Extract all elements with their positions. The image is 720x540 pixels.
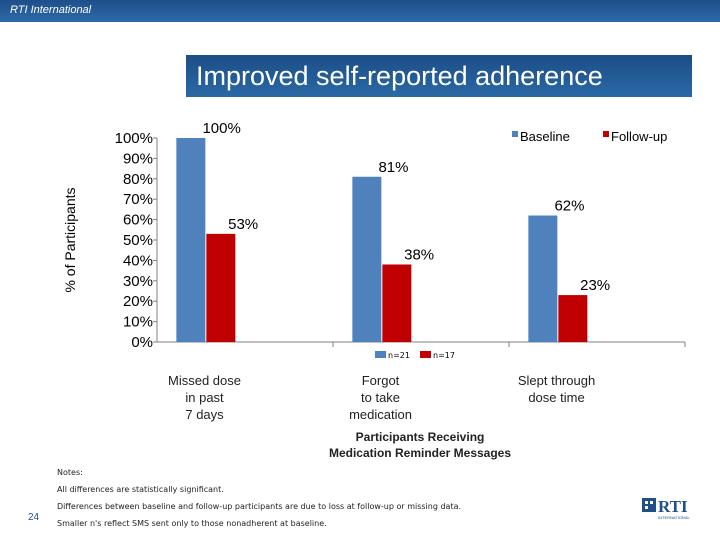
x-category-label: 7 days <box>185 407 224 422</box>
logo-mark <box>642 498 656 512</box>
x-category-label: medication <box>349 407 412 422</box>
y-tick-label: 80% <box>123 171 153 188</box>
notes-line: Differences between baseline and follow-… <box>57 502 462 511</box>
y-tick-label: 100% <box>115 130 153 147</box>
bar-chart: 0% 10% 20% 30% 40% 50% 60% 70% 80% 90% 100% % of Pa… <box>62 120 686 460</box>
organization-label: RTI International <box>10 4 92 16</box>
data-label: 100% <box>202 120 240 137</box>
notes-block: Notes: All differences are statistically… <box>57 464 617 532</box>
y-tick-label: 10% <box>123 314 153 331</box>
n-label: n=17 <box>433 351 455 360</box>
n-label: n=21 <box>388 351 410 360</box>
notes-line: Notes: <box>57 468 83 477</box>
x-category-label: Forgot <box>362 373 400 388</box>
top-banner: RTI International <box>0 0 720 22</box>
notes-line: All differences are statistically signif… <box>57 485 224 494</box>
y-tick-label: 40% <box>123 252 153 269</box>
bar <box>558 295 588 342</box>
bar <box>206 233 236 342</box>
bar <box>382 264 412 342</box>
slide-title-box: Improved self-reported adherence <box>186 55 692 97</box>
x-category-label: to take <box>361 390 400 405</box>
x-category-label: Missed dose <box>168 373 241 388</box>
legend-swatch <box>512 131 518 137</box>
n-swatch <box>420 351 431 358</box>
y-tick-label: 60% <box>123 212 153 229</box>
y-tick-label: 90% <box>123 150 153 167</box>
x-category-label: Slept through <box>518 373 595 388</box>
y-tick-label: 30% <box>123 273 153 290</box>
rti-logo: RTI INTERNATIONAL <box>642 497 690 520</box>
data-label: 23% <box>580 277 610 294</box>
y-tick-label: 0% <box>131 334 153 351</box>
data-label: 62% <box>554 198 584 215</box>
x-axis-title: Participants Receiving <box>356 430 485 444</box>
x-category-label: in past <box>185 390 224 405</box>
notes-line: Smaller n's reflect SMS sent only to tho… <box>57 519 327 528</box>
legend-label: Baseline <box>520 129 570 144</box>
legend-label: Follow-up <box>611 129 667 144</box>
n-swatch <box>375 351 386 358</box>
y-tick-label: 70% <box>123 191 153 208</box>
bar <box>352 176 382 342</box>
bar <box>528 215 558 342</box>
data-label: 81% <box>378 159 408 176</box>
data-label: 53% <box>228 216 258 233</box>
page-number: 24 <box>28 512 40 523</box>
data-label: 38% <box>404 246 434 263</box>
y-tick-label: 50% <box>123 232 153 249</box>
y-axis-title: % of Participants <box>62 187 78 292</box>
x-category-label: dose time <box>528 390 584 405</box>
logo-text: RTI <box>658 497 688 516</box>
slide-title: Improved self-reported adherence <box>196 61 603 91</box>
x-axis-title: Medication Reminder Messages <box>329 446 511 460</box>
legend-swatch <box>603 131 609 137</box>
logo-subtext: INTERNATIONAL <box>658 515 690 520</box>
y-tick-label: 20% <box>123 293 153 310</box>
bar <box>176 138 206 342</box>
